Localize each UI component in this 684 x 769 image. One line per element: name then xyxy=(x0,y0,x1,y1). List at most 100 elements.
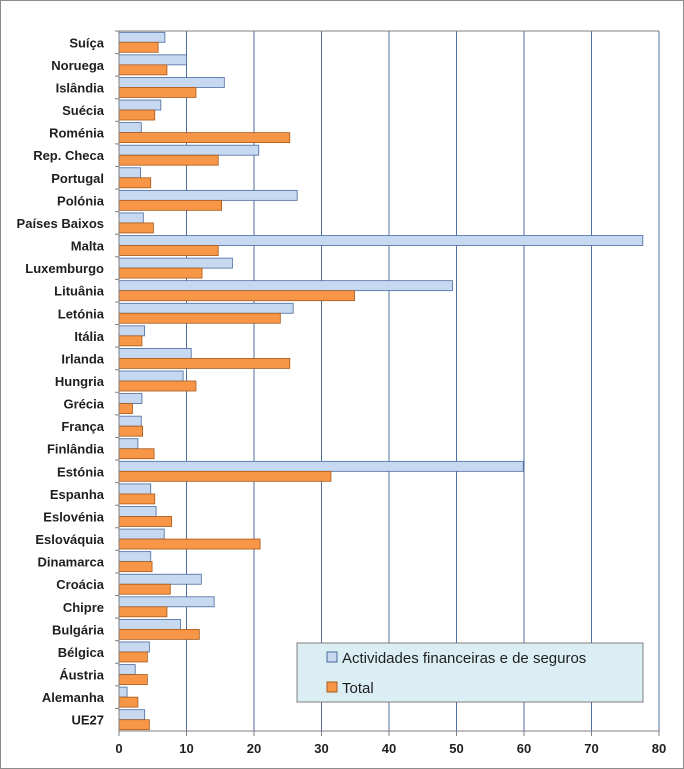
bar-total xyxy=(118,380,197,392)
bar-total xyxy=(118,448,155,460)
category-label: Finlândia xyxy=(47,442,105,457)
bar-total xyxy=(118,222,154,234)
legend-swatch-series-1 xyxy=(326,681,338,693)
category-label: Dinamarca xyxy=(38,555,105,570)
gridlines xyxy=(118,30,660,732)
bar-financeiras xyxy=(118,370,184,382)
bar-financeiras xyxy=(118,483,152,495)
bar-total xyxy=(118,312,281,324)
category-label: Roménia xyxy=(49,126,105,141)
category-label: Portugal xyxy=(51,171,104,186)
bar-financeiras xyxy=(118,280,453,292)
category-label: Áustria xyxy=(59,668,105,683)
x-tick-label: 0 xyxy=(115,741,122,756)
bar-financeiras xyxy=(118,709,146,721)
legend: Actividades financeiras e de seguros Tot… xyxy=(296,642,644,703)
bar-total xyxy=(118,561,153,573)
x-tick-label: 50 xyxy=(449,741,463,756)
bar-financeiras xyxy=(118,77,225,88)
category-label: Irlanda xyxy=(61,351,104,366)
bar-financeiras xyxy=(118,641,150,653)
legend-swatch-series-0 xyxy=(326,651,338,663)
bar-total xyxy=(118,606,168,618)
bar-financeiras xyxy=(118,348,192,359)
category-label: França xyxy=(61,419,104,434)
bar-financeiras xyxy=(118,31,166,43)
bar-financeiras xyxy=(118,257,233,269)
bar-financeiras xyxy=(118,393,143,404)
category-label: Polónia xyxy=(57,193,105,208)
bar-total xyxy=(118,177,152,189)
x-tick-label: 10 xyxy=(179,741,193,756)
bar-financeiras xyxy=(118,460,524,472)
bar-financeiras xyxy=(118,144,260,156)
bar-total xyxy=(118,583,171,595)
bar-financeiras xyxy=(118,325,146,337)
bar-total xyxy=(118,245,219,256)
bar-financeiras xyxy=(118,189,298,201)
bar-financeiras xyxy=(118,506,157,517)
bars xyxy=(118,31,644,731)
bar-total xyxy=(118,358,291,369)
bar-financeiras xyxy=(118,54,187,66)
bar-financeiras xyxy=(118,438,139,450)
bar-total xyxy=(118,470,332,482)
bar-total xyxy=(118,267,203,279)
category-label: Noruega xyxy=(51,58,105,73)
category-label: Eslováquia xyxy=(35,532,104,547)
bar-total xyxy=(118,132,291,144)
bar-financeiras xyxy=(118,212,144,224)
x-tick-label: 70 xyxy=(584,741,598,756)
bar-total xyxy=(118,516,173,527)
legend-label-series-0: Actividades financeiras e de seguros xyxy=(342,650,586,667)
category-label: Islândia xyxy=(56,80,105,95)
category-label: Rep. Checa xyxy=(33,148,105,163)
category-label: Letónia xyxy=(58,306,105,321)
bar-total xyxy=(118,403,133,414)
bar-total xyxy=(118,674,148,685)
category-label: Malta xyxy=(71,239,105,254)
category-label: Croácia xyxy=(56,577,104,592)
bar-financeiras xyxy=(118,235,644,246)
bar-total xyxy=(118,493,156,505)
legend-label-series-1: Total xyxy=(342,680,374,697)
category-label: Estónia xyxy=(57,464,105,479)
bar-total xyxy=(118,628,200,640)
bar-total xyxy=(118,290,355,302)
category-labels: Suíça Noruega Islândia Suécia Roménia Rep. Ch… xyxy=(17,30,120,731)
bar-financeiras xyxy=(118,573,202,585)
category-label: Suécia xyxy=(62,103,105,118)
x-tick-labels: 0 10 20 30 40 50 60 70 80 xyxy=(115,731,666,756)
category-label: Hungria xyxy=(55,374,105,389)
category-label: Países Baixos xyxy=(17,216,104,231)
category-label: Chipre xyxy=(63,600,104,615)
category-label: Bulgária xyxy=(52,622,105,637)
x-tick-label: 30 xyxy=(314,741,328,756)
category-label: Alemanha xyxy=(42,690,105,705)
bar-total xyxy=(118,109,156,121)
bar-financeiras xyxy=(118,167,142,179)
x-tick-label: 40 xyxy=(382,741,396,756)
bar-financeiras xyxy=(118,664,136,675)
bar-financeiras xyxy=(118,618,181,630)
category-label: Lituânia xyxy=(54,284,105,299)
category-label: Eslovénia xyxy=(43,509,104,524)
category-label: Bélgica xyxy=(58,645,105,660)
x-tick-label: 80 xyxy=(652,741,666,756)
bar-financeiras xyxy=(118,528,165,540)
legend-box xyxy=(296,642,644,703)
category-label: Luxemburgo xyxy=(25,261,104,276)
bar-total xyxy=(118,87,197,98)
bar-total xyxy=(118,696,139,708)
bar-total xyxy=(118,335,143,347)
bar-total xyxy=(118,538,261,550)
bar-total xyxy=(118,199,222,211)
bar-total xyxy=(118,64,168,76)
x-tick-label: 20 xyxy=(247,741,261,756)
bar-total xyxy=(118,651,148,663)
category-label: Suíça xyxy=(69,35,104,50)
bar-financeiras xyxy=(118,686,128,698)
x-tick-label: 60 xyxy=(517,741,531,756)
bar-financeiras xyxy=(118,551,152,563)
